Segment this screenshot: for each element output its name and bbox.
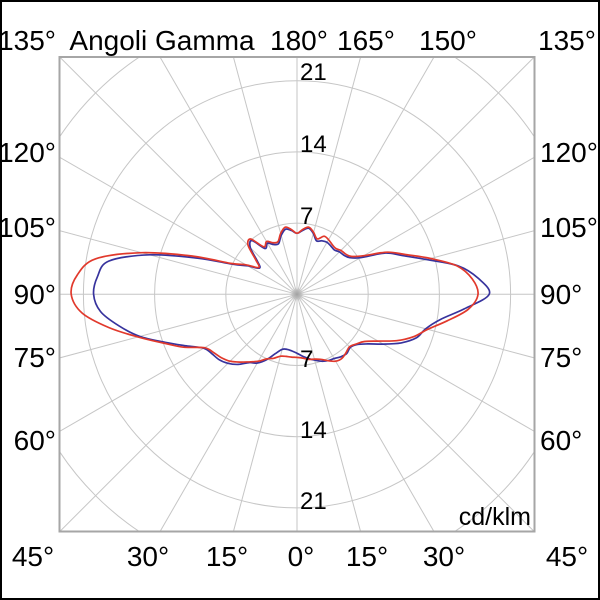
- grid-spoke-30: [296, 294, 435, 532]
- chart-title: Angoli Gamma: [69, 25, 255, 56]
- grid-spoke-225: [59, 57, 298, 295]
- gamma-label-left-105: 105°: [0, 212, 56, 243]
- gamma-label-top-180: 180°: [270, 25, 328, 56]
- gamma-label-bottom-15-right: 15°: [346, 541, 388, 572]
- radial-tick-lower-14: 14: [300, 417, 327, 444]
- grid-spoke-285: [59, 293, 298, 359]
- radial-tick-upper-21: 21: [300, 59, 327, 86]
- gamma-label-top-right-corner: 135°: [538, 25, 596, 56]
- gamma-label-left-75: 75°: [14, 342, 56, 373]
- grid-spoke-255: [59, 230, 298, 295]
- gamma-label-right-105: 105°: [540, 212, 598, 243]
- grid-spoke-300: [59, 293, 298, 432]
- gamma-label-bottom-30-right: 30°: [423, 541, 465, 572]
- grid-spoke-210: [159, 57, 298, 295]
- radial-tick-upper-7: 7: [300, 203, 313, 230]
- border-labels: 135° Angoli Gamma 180° 165° 150° 135° 45…: [0, 25, 598, 572]
- gamma-label-right-120: 120°: [540, 137, 598, 168]
- radial-tick-labels: 21 14 7 7 14 21: [300, 59, 327, 515]
- gamma-label-bottom-30-left: 30°: [127, 541, 169, 572]
- gamma-label-bottom-45-right: 45°: [546, 541, 588, 572]
- photometric-curves: [70, 226, 491, 366]
- grid-spoke-15: [296, 294, 362, 532]
- grid-spoke-135: [296, 57, 535, 295]
- gamma-label-bottom-15-left: 15°: [206, 541, 248, 572]
- radial-tick-lower-21: 21: [300, 488, 327, 515]
- grid-spoke-150: [296, 57, 435, 295]
- gamma-label-bottom-0: 0°: [288, 541, 315, 572]
- gamma-label-left-120: 120°: [0, 137, 56, 168]
- grid-spoke-75: [296, 293, 535, 359]
- curve-red: [70, 226, 479, 363]
- gamma-label-right-90: 90°: [540, 279, 582, 310]
- radial-tick-lower-7: 7: [300, 346, 313, 373]
- grid-spoke-45: [296, 293, 535, 532]
- grid-spoke-315: [59, 293, 298, 532]
- pole-center-blob: [288, 285, 306, 304]
- gamma-label-bottom-45-left: 45°: [12, 541, 54, 572]
- grid-spoke-195: [232, 57, 298, 295]
- grid-spoke-330: [159, 294, 298, 532]
- grid-spoke-60: [296, 293, 535, 432]
- gamma-label-left-60: 60°: [14, 425, 56, 456]
- grid-spoke-105: [296, 230, 535, 295]
- grid-spoke-165: [296, 57, 362, 295]
- grid-spoke-120: [296, 156, 535, 295]
- units-label: cd/klm: [459, 503, 531, 531]
- gamma-label-right-60: 60°: [540, 425, 582, 456]
- gamma-label-left-90: 90°: [14, 279, 56, 310]
- plot-frame: [58, 56, 536, 533]
- gamma-label-top-left-corner: 135°: [0, 25, 56, 56]
- radial-tick-upper-14: 14: [300, 131, 327, 158]
- gamma-label-top-165: 165°: [337, 25, 395, 56]
- gamma-label-top-150: 150°: [419, 25, 477, 56]
- gamma-label-right-75: 75°: [540, 342, 582, 373]
